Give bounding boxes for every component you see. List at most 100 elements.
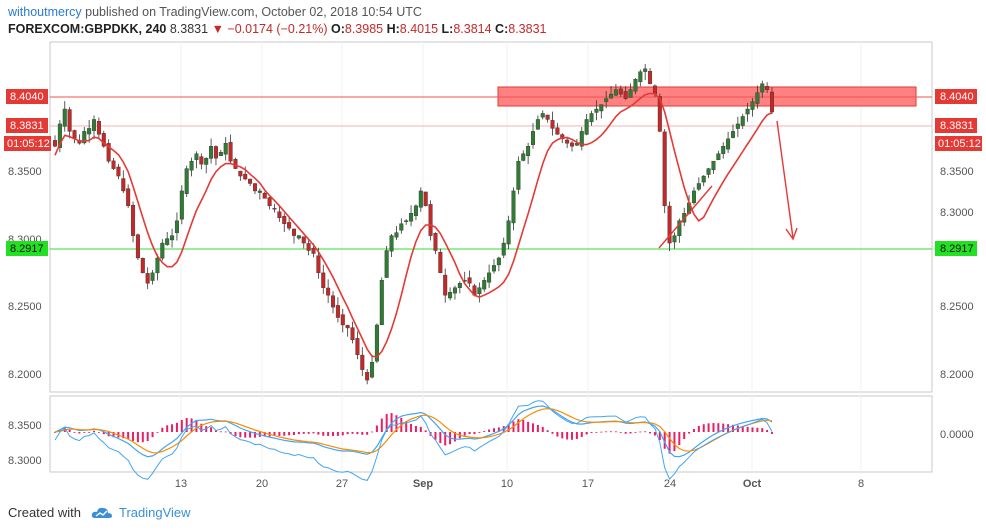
candle-up bbox=[189, 160, 194, 171]
candle-up bbox=[92, 119, 97, 131]
candle-up bbox=[223, 143, 228, 155]
macd-hist-bar bbox=[78, 432, 81, 434]
macd-hist-bar bbox=[166, 425, 169, 432]
candle-up bbox=[643, 68, 648, 72]
candle-up bbox=[482, 280, 487, 290]
macd-hist-bar bbox=[741, 426, 744, 432]
candlestick-series bbox=[53, 64, 775, 385]
low-value: 8.3814 bbox=[453, 22, 492, 36]
macd-pane[interactable] bbox=[49, 395, 933, 473]
candle-up bbox=[604, 98, 609, 102]
candle-down bbox=[652, 85, 657, 95]
symbol-name[interactable]: FOREXCOM:GBPDKK, 240 bbox=[8, 22, 167, 36]
macd-line bbox=[54, 405, 773, 458]
candle-up bbox=[296, 235, 301, 239]
candle-up bbox=[218, 152, 223, 157]
macd-hist-bar bbox=[410, 423, 413, 432]
moving-average-line bbox=[54, 92, 773, 358]
candle-up bbox=[531, 131, 536, 145]
macd-hist-bar bbox=[712, 423, 715, 432]
macd-hist-bar bbox=[434, 432, 437, 440]
candle-down bbox=[623, 91, 628, 99]
candle-up bbox=[257, 190, 262, 193]
macd-hist-bar bbox=[278, 432, 281, 436]
macd-hist-bar bbox=[556, 432, 559, 437]
macd-tick: 0.0000 bbox=[940, 429, 974, 441]
macd-hist-bar bbox=[224, 431, 227, 433]
macd-hist-bar bbox=[161, 427, 164, 432]
candle-up bbox=[594, 108, 599, 113]
left-macd-tick: 8.3000 bbox=[8, 455, 42, 467]
candle-up bbox=[726, 138, 731, 150]
left-resistance-tag bbox=[6, 89, 48, 104]
macd-hist-bar bbox=[439, 432, 442, 444]
time-label-month: Oct bbox=[743, 478, 762, 490]
macd-hist-bar bbox=[175, 422, 178, 432]
macd-hist-bar bbox=[605, 431, 608, 433]
macd-slow-line bbox=[54, 400, 773, 481]
high-value: 8.4015 bbox=[399, 22, 439, 36]
candle-down bbox=[306, 243, 311, 251]
left-resistance-text: 8.4040 bbox=[10, 91, 44, 103]
macd-hist-bar bbox=[658, 432, 661, 441]
macd-hist-bar bbox=[200, 423, 203, 432]
macd-hist-bar bbox=[112, 432, 115, 438]
macd-hist-bar bbox=[707, 423, 710, 432]
candle-down bbox=[423, 191, 428, 207]
candle-up bbox=[57, 123, 62, 148]
macd-hist-bar bbox=[395, 415, 398, 432]
macd-hist-bar bbox=[488, 429, 491, 432]
candle-up bbox=[730, 131, 735, 138]
chart-canvas[interactable]: 8.3500 8.3000 8.2500 8.2000 0.0000 8.350… bbox=[0, 0, 986, 500]
macd-hist-bar bbox=[634, 432, 637, 433]
candle-up bbox=[540, 113, 545, 118]
macd-hist-bar bbox=[312, 432, 315, 434]
candle-down bbox=[443, 274, 448, 296]
candle-down bbox=[96, 121, 101, 135]
trend-line[interactable] bbox=[658, 185, 713, 249]
price-tick: 8.2000 bbox=[940, 369, 974, 381]
macd-hist-bar bbox=[141, 432, 144, 443]
time-label: 20 bbox=[256, 478, 268, 490]
macd-hist-bar bbox=[263, 432, 266, 437]
candle-down bbox=[131, 205, 136, 236]
published-text: published on TradingView.com, October 02… bbox=[85, 5, 422, 19]
macd-hist-bar bbox=[185, 418, 188, 432]
candle-down bbox=[111, 160, 116, 169]
price-tick: 8.3500 bbox=[940, 166, 974, 178]
candle-down bbox=[126, 188, 131, 207]
resistance-tag-text: 8.4040 bbox=[940, 91, 974, 103]
macd-hist-bar bbox=[483, 431, 486, 432]
macd-hist-bar bbox=[366, 432, 369, 435]
macd-hist-bar bbox=[478, 432, 481, 433]
macd-hist-bar bbox=[219, 431, 222, 433]
candle-down bbox=[135, 234, 140, 259]
macd-hist-bar bbox=[507, 424, 510, 432]
candle-up bbox=[691, 190, 696, 204]
forecast-arrow[interactable] bbox=[776, 120, 794, 239]
candle-up bbox=[87, 128, 92, 135]
open-value: 8.3985 bbox=[344, 22, 384, 36]
countdown-tag bbox=[935, 136, 982, 151]
macd-hist-bar bbox=[683, 432, 686, 440]
candle-up bbox=[745, 108, 750, 115]
candle-down bbox=[365, 372, 370, 381]
candle-down bbox=[243, 173, 248, 180]
macd-hist-bar bbox=[668, 432, 671, 454]
candle-up bbox=[394, 232, 399, 238]
macd-hist-bar bbox=[697, 426, 700, 432]
candle-up bbox=[740, 116, 745, 126]
author-link[interactable]: withoutmercy bbox=[8, 5, 82, 19]
candle-up bbox=[628, 89, 633, 98]
candle-up bbox=[448, 292, 453, 299]
candle-up bbox=[496, 257, 501, 266]
macd-hist-bar bbox=[580, 432, 583, 437]
macd-hist-bar bbox=[653, 432, 656, 436]
candle-up bbox=[62, 108, 67, 127]
candle-up bbox=[501, 242, 506, 256]
candle-up bbox=[184, 168, 189, 194]
macd-hist-bar bbox=[405, 421, 408, 432]
macd-hist-bar bbox=[731, 424, 734, 432]
candle-down bbox=[331, 295, 336, 308]
tradingview-brand-link[interactable]: TradingView bbox=[118, 505, 191, 520]
